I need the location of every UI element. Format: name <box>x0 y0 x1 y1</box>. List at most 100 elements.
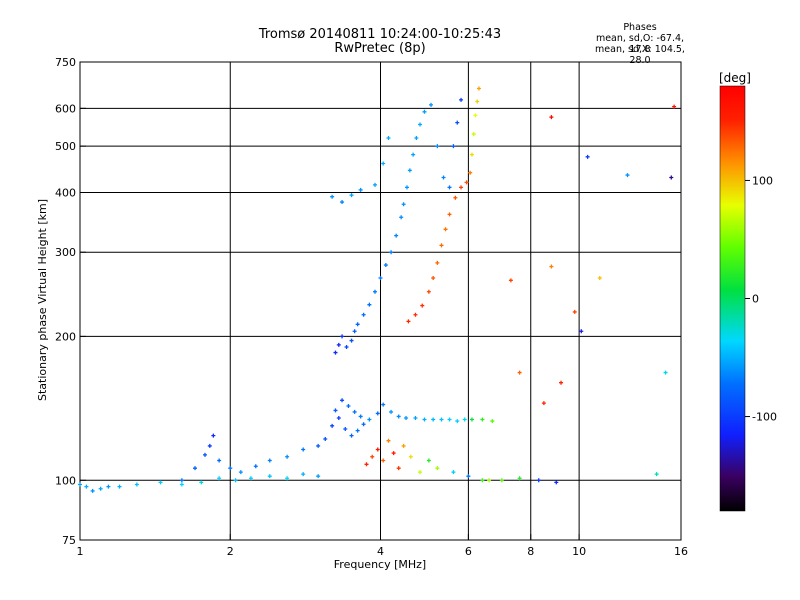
data-point <box>336 415 341 420</box>
data-point <box>396 466 401 471</box>
data-point <box>439 417 444 422</box>
data-point <box>117 484 122 489</box>
data-point <box>654 472 659 477</box>
data-point <box>78 482 82 487</box>
data-point <box>330 423 335 428</box>
data-point <box>355 322 360 327</box>
data-point <box>459 97 464 102</box>
data-point <box>344 345 349 350</box>
x-tick-label: 16 <box>674 545 688 558</box>
data-point <box>404 185 409 190</box>
data-point <box>396 414 401 419</box>
data-point <box>367 302 372 307</box>
data-point <box>340 334 345 339</box>
data-point <box>364 462 369 467</box>
data-point <box>469 417 474 422</box>
data-point <box>441 175 446 180</box>
data-point <box>455 419 460 424</box>
data-point <box>447 185 452 190</box>
data-point <box>253 464 258 469</box>
data-point <box>90 488 95 493</box>
data-point <box>672 104 677 109</box>
data-point <box>499 478 504 483</box>
data-point <box>447 417 452 422</box>
data-point <box>407 168 412 173</box>
data-point <box>381 458 386 463</box>
data-point <box>597 275 602 280</box>
axis-ticks: 1 2 4 6 8 10 16 75 100 200 300 400 500 600 750 <box>55 56 688 558</box>
data-point <box>378 275 383 280</box>
y-tick-label: 300 <box>55 246 76 259</box>
data-point <box>202 452 207 457</box>
data-point <box>207 443 212 448</box>
data-point <box>301 447 306 452</box>
data-point <box>426 289 431 294</box>
data-point <box>451 144 456 149</box>
data-point <box>285 454 290 459</box>
data-point <box>373 289 378 294</box>
data-point <box>431 275 436 280</box>
data-point <box>517 476 522 481</box>
data-point <box>361 422 366 427</box>
data-point <box>333 408 338 413</box>
data-point <box>358 187 363 192</box>
data-point <box>217 476 222 481</box>
data-point <box>330 194 335 199</box>
data-point <box>211 433 216 438</box>
data-point <box>367 417 372 422</box>
y-tick-label: 600 <box>55 102 76 115</box>
colorbar-ticks: 100 0 -100 <box>745 174 777 424</box>
x-axis-label: Frequency [MHz] <box>334 558 426 571</box>
data-point <box>346 404 351 409</box>
y-tick-label: 200 <box>55 330 76 343</box>
data-point <box>340 398 345 403</box>
data-point <box>389 409 394 414</box>
data-point <box>375 411 380 416</box>
phase-stats-heading: Phases <box>623 22 657 33</box>
data-point <box>426 458 431 463</box>
data-point <box>217 458 222 463</box>
data-point <box>471 132 476 137</box>
data-point <box>406 319 411 324</box>
data-point <box>466 474 471 479</box>
data-point <box>443 227 448 232</box>
data-point <box>349 433 354 438</box>
data-point <box>386 438 391 443</box>
x-tick-label: 8 <box>527 545 534 558</box>
data-point <box>333 350 338 355</box>
phase-colorbar <box>719 85 746 512</box>
data-point <box>267 474 272 479</box>
data-point <box>549 115 554 120</box>
data-point <box>193 466 198 471</box>
data-point <box>447 212 452 217</box>
y-tick-label: 75 <box>62 534 76 547</box>
data-point <box>106 484 111 489</box>
y-tick-label: 500 <box>55 140 76 153</box>
data-point <box>401 443 406 448</box>
data-point <box>435 260 440 265</box>
data-point <box>238 470 243 475</box>
data-point <box>352 329 357 334</box>
data-point <box>541 401 546 406</box>
data-point <box>480 478 485 483</box>
data-point <box>464 180 469 185</box>
data-point <box>439 243 444 248</box>
data-point <box>408 454 413 459</box>
data-point <box>455 120 460 125</box>
data-point <box>349 193 354 198</box>
data-point <box>98 486 103 491</box>
colorbar-tick-label: -100 <box>752 411 777 424</box>
data-point <box>669 175 674 180</box>
data-point <box>355 428 360 433</box>
data-point <box>381 161 386 166</box>
data-point <box>413 312 418 317</box>
data-point <box>285 476 290 481</box>
data-point <box>301 472 306 477</box>
data-point <box>349 338 354 343</box>
data-point <box>435 144 440 149</box>
data-point <box>352 409 357 414</box>
y-tick-label: 750 <box>55 56 76 69</box>
x-tick-label: 2 <box>227 545 234 558</box>
data-point <box>401 202 406 207</box>
